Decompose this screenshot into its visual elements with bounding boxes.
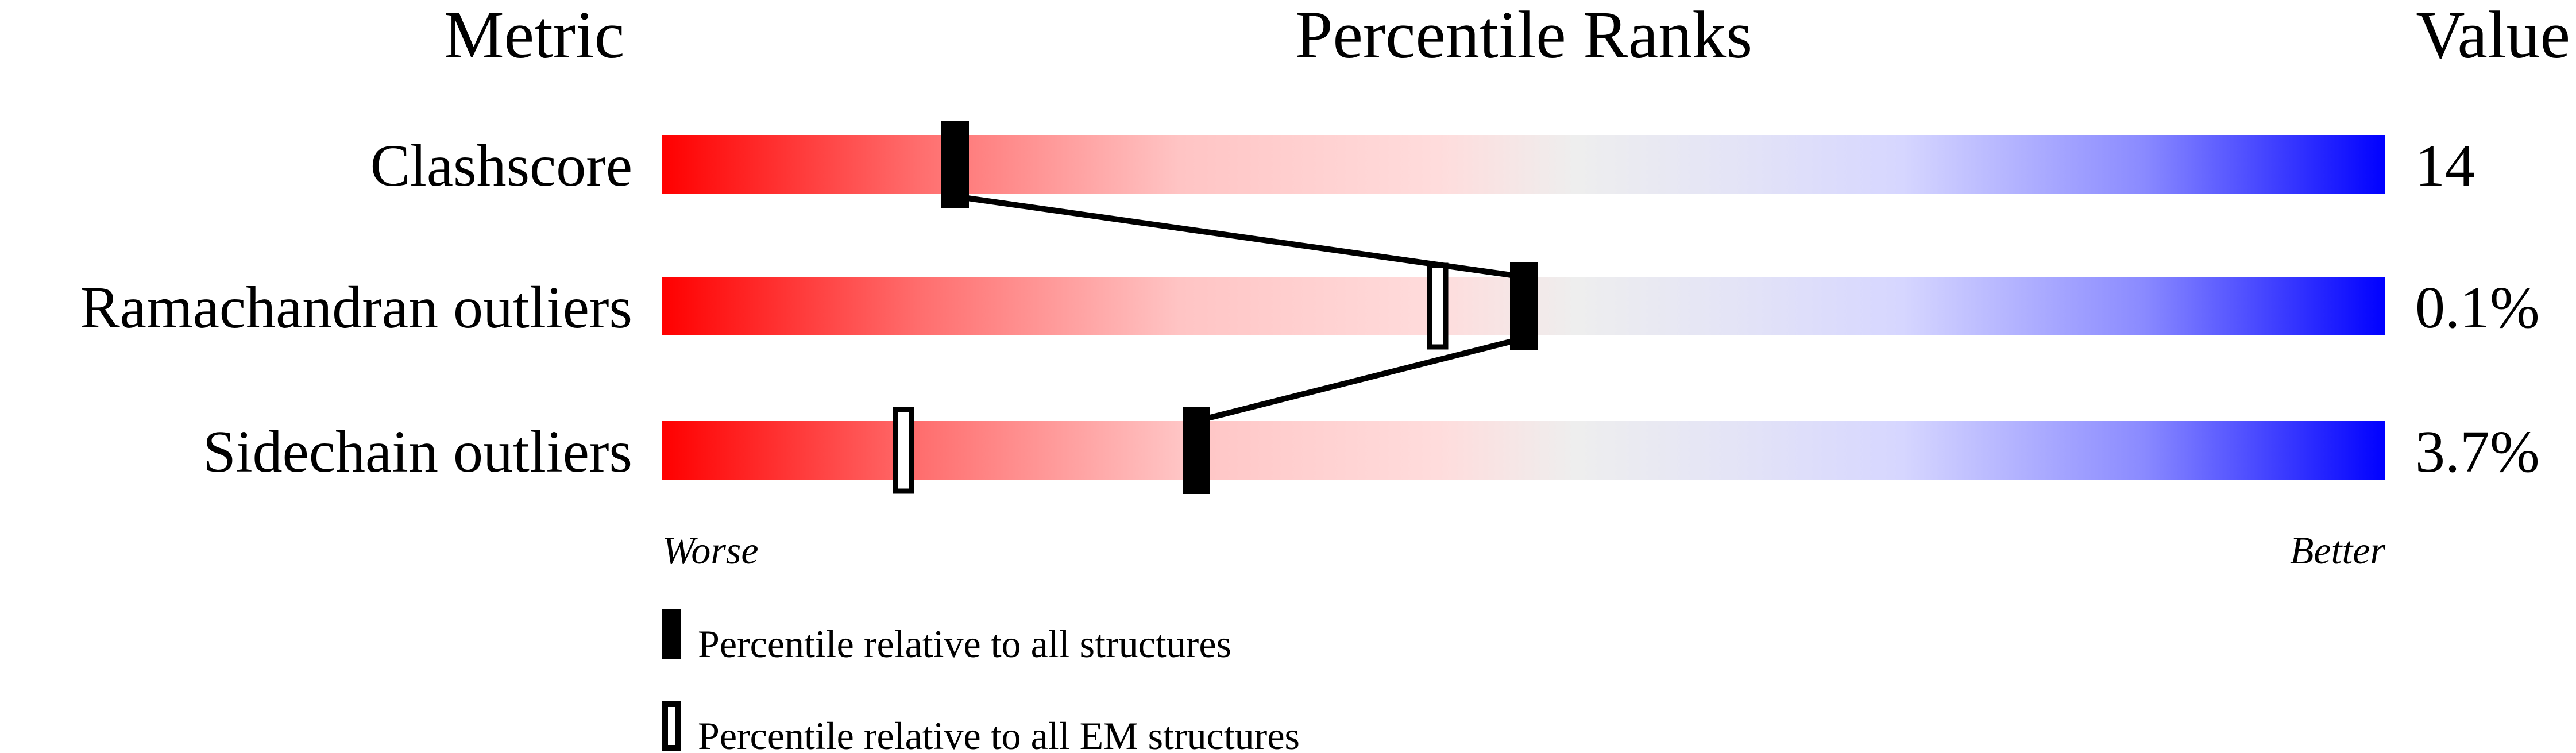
metric-value: 14 — [2415, 133, 2475, 199]
metric-label: Ramachandran outliers — [80, 275, 632, 341]
metric-value: 3.7% — [2415, 419, 2540, 485]
axis-note-worse: Worse — [662, 528, 759, 572]
header-value: Value — [2416, 0, 2570, 72]
percentile-bar — [662, 135, 2385, 194]
connector-line — [1195, 335, 1525, 424]
header-metric: Metric — [444, 0, 625, 72]
all-percentile-marker — [1183, 407, 1210, 494]
metric-label: Clashscore — [370, 133, 632, 199]
em-percentile-marker — [893, 407, 914, 494]
metric-label: Sidechain outliers — [203, 419, 632, 485]
axis-note-better: Better — [2290, 528, 2386, 572]
legend-label-em: Percentile relative to all EM structures — [698, 714, 1300, 753]
legend-filled-marker — [662, 609, 681, 659]
all-percentile-marker — [1510, 262, 1538, 350]
legend-label-all: Percentile relative to all structures — [698, 622, 1231, 666]
legend-open-marker — [662, 701, 681, 751]
percentile-bar — [662, 421, 2385, 480]
em-percentile-marker — [1427, 262, 1449, 350]
metric-value: 0.1% — [2415, 275, 2540, 341]
header-percentile-ranks: Percentile Ranks — [1295, 0, 1752, 72]
all-percentile-marker — [941, 121, 969, 208]
